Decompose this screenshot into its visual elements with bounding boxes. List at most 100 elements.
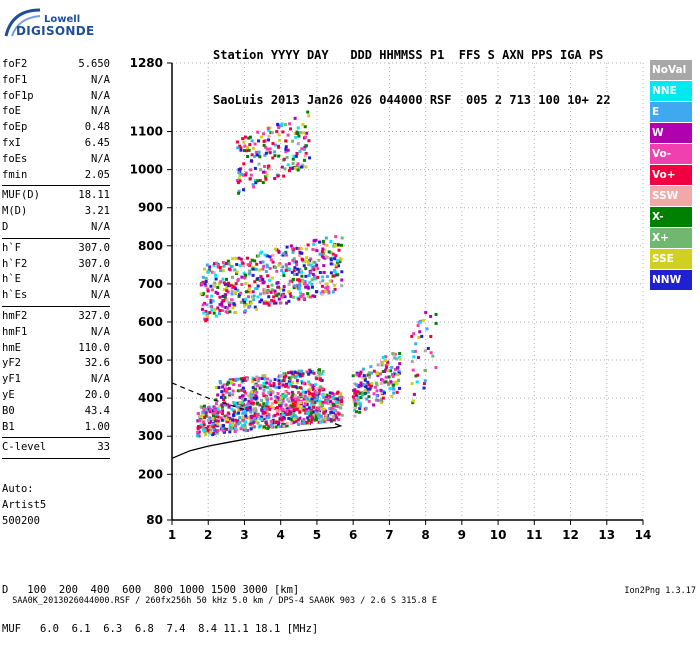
echo-point xyxy=(196,419,200,423)
echo-point xyxy=(298,279,302,283)
echo-point xyxy=(291,295,295,299)
echo-point xyxy=(292,420,296,424)
echo-point xyxy=(221,277,225,281)
echo-point xyxy=(279,412,283,416)
echo-point xyxy=(296,162,300,166)
echo-point xyxy=(255,413,259,417)
echo-point xyxy=(210,305,214,309)
echo-point xyxy=(334,400,338,404)
echo-point xyxy=(222,264,226,268)
echo-point xyxy=(398,362,402,366)
echo-point xyxy=(366,380,370,384)
echo-point xyxy=(395,366,399,370)
echo-point xyxy=(311,385,315,389)
echo-point xyxy=(340,236,344,240)
echo-point xyxy=(196,434,200,438)
echo-point xyxy=(270,283,274,287)
echo-point xyxy=(263,288,267,292)
echo-point xyxy=(269,393,273,397)
echo-point xyxy=(301,390,305,394)
echo-point xyxy=(280,124,284,128)
echo-point xyxy=(376,373,380,377)
echo-point xyxy=(225,277,229,281)
param-row: C-level 33 xyxy=(2,440,110,456)
echo-point xyxy=(239,146,243,150)
echo-point xyxy=(214,402,218,406)
echo-point xyxy=(299,130,303,134)
echo-point xyxy=(224,306,228,310)
echo-point xyxy=(214,386,218,390)
echo-point xyxy=(253,280,257,284)
echo-point xyxy=(214,419,218,423)
echo-point xyxy=(233,424,237,428)
echo-point xyxy=(291,250,295,254)
echo-point xyxy=(232,414,236,418)
echo-point xyxy=(285,408,289,412)
echo-point xyxy=(302,264,306,268)
echo-point xyxy=(393,367,397,371)
echo-point xyxy=(228,423,232,427)
distance-value: 100 xyxy=(27,584,47,596)
echo-point xyxy=(271,406,275,410)
echo-point xyxy=(245,256,249,260)
echo-point xyxy=(357,374,361,378)
param-value: 307.0 xyxy=(78,241,110,254)
param-value: N/A xyxy=(91,73,110,86)
echo-point xyxy=(329,406,333,410)
echo-point xyxy=(205,294,209,298)
echo-point xyxy=(246,289,250,293)
echo-point xyxy=(373,385,377,389)
echo-point xyxy=(335,404,339,408)
echo-point xyxy=(320,420,324,424)
legend-entry: E xyxy=(650,102,692,122)
echo-point xyxy=(286,385,290,389)
echo-point xyxy=(273,406,277,410)
echo-point xyxy=(333,257,337,261)
echo-point xyxy=(251,267,255,271)
param-name: yF1 xyxy=(2,373,21,386)
echo-point xyxy=(225,427,229,431)
echo-point xyxy=(375,389,379,393)
echo-point xyxy=(249,419,253,423)
echo-point xyxy=(361,367,365,371)
echo-point xyxy=(273,289,277,293)
echo-point xyxy=(353,403,357,407)
echo-point xyxy=(291,157,295,161)
echo-point xyxy=(260,376,264,380)
echo-point xyxy=(318,270,322,274)
echo-point xyxy=(290,390,294,394)
echo-point xyxy=(209,430,213,434)
echo-point xyxy=(286,163,290,167)
echo-point xyxy=(219,410,223,414)
echo-point xyxy=(240,282,244,286)
echo-point xyxy=(211,299,215,303)
y-tick-label: 600 xyxy=(138,315,163,329)
echo-point xyxy=(262,394,266,398)
echo-point xyxy=(262,264,266,268)
param-value: 33 xyxy=(97,441,110,454)
echo-point xyxy=(215,261,219,265)
echo-point xyxy=(290,371,294,375)
echo-point xyxy=(317,258,321,262)
echo-point xyxy=(339,257,343,261)
echo-point xyxy=(362,382,366,386)
header-label: FFS xyxy=(458,48,481,62)
echo-point xyxy=(299,295,303,299)
echo-point xyxy=(325,243,329,247)
param-row: foF2 5.650 xyxy=(2,57,110,73)
echo-point xyxy=(322,388,326,392)
echo-point xyxy=(282,372,286,376)
echo-point xyxy=(356,402,360,406)
echo-point xyxy=(252,396,256,400)
echo-point xyxy=(301,163,305,167)
y-tick-label: 1000 xyxy=(130,163,163,177)
legend-entry: X+ xyxy=(650,228,692,248)
echo-point xyxy=(253,259,257,263)
echo-point xyxy=(416,324,420,328)
echo-point xyxy=(359,381,363,385)
echo-point xyxy=(300,165,304,169)
echo-point xyxy=(269,384,273,388)
echo-point xyxy=(315,399,319,403)
file-info-footer: SAA0K_2013026044000.RSF / 260fx256h 50 k… xyxy=(2,586,698,616)
echo-point xyxy=(367,399,371,403)
